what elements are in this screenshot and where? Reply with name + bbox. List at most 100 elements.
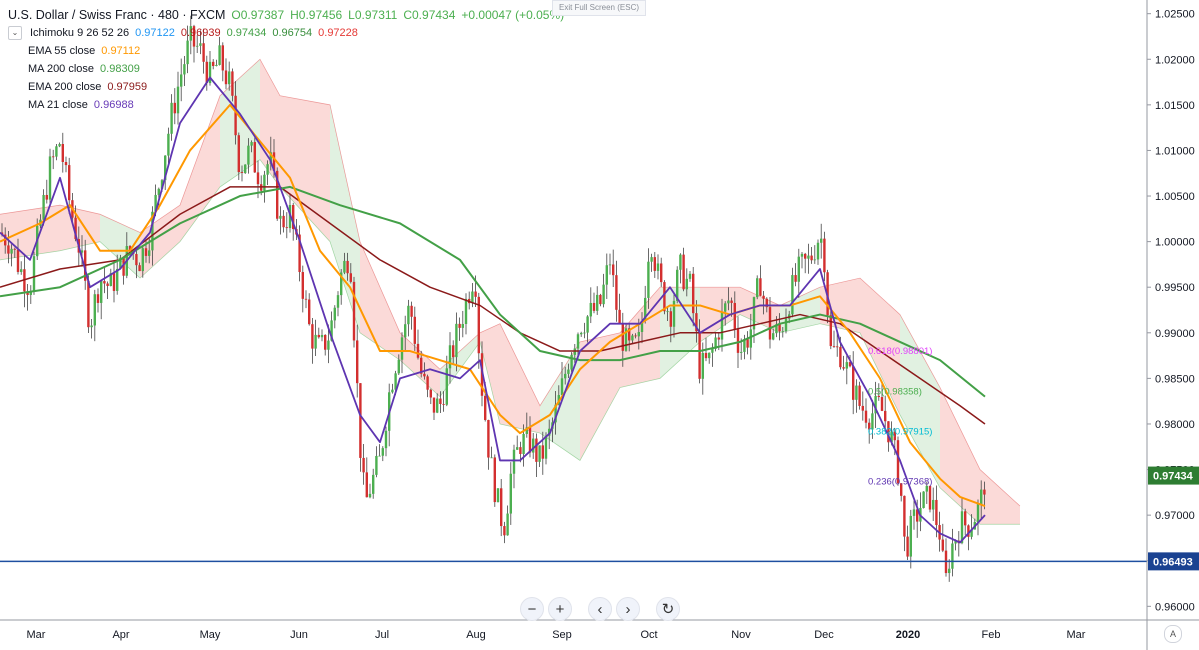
scroll-left-button[interactable]: ‹	[588, 597, 612, 621]
candle-body	[224, 70, 228, 85]
candle-body	[170, 102, 173, 134]
candle-body	[554, 404, 557, 423]
candle-body	[525, 427, 528, 434]
candle-body	[954, 540, 957, 544]
candle-body	[384, 430, 388, 449]
candle-body	[202, 43, 205, 62]
candle-body	[829, 315, 832, 347]
candle-body	[256, 172, 260, 185]
candle-body	[221, 45, 224, 71]
candle-body	[154, 194, 157, 212]
indicator-row[interactable]: ⌄ Ichimoku 9 26 52 26 0.97122 0.96939 0.9743…	[8, 24, 564, 42]
candle-body	[61, 144, 64, 162]
candle-body	[250, 142, 253, 146]
candle-body	[311, 324, 314, 349]
candle-body	[13, 248, 16, 250]
candle-body	[410, 305, 413, 317]
indicator-row[interactable]: EMA 55 close 0.97112	[8, 42, 564, 60]
kumo-segment	[280, 95, 330, 242]
candle-body	[708, 352, 711, 359]
last-price-label: 0.97434	[1153, 471, 1194, 483]
candle-body	[151, 211, 154, 251]
candle-body	[679, 254, 682, 270]
candle-body	[800, 253, 804, 257]
candle-body	[461, 323, 464, 328]
candle-body	[173, 102, 176, 114]
price-tick-label: 1.01500	[1155, 100, 1195, 112]
candle-body	[368, 493, 372, 498]
candle-body	[775, 324, 778, 334]
candle-body	[964, 511, 967, 526]
candle-body	[730, 300, 733, 303]
candle-body	[426, 376, 429, 390]
candle-body	[349, 273, 352, 282]
exit-fullscreen-button[interactable]: Exit Full Screen (ESC)	[552, 0, 646, 16]
candle-body	[532, 438, 535, 453]
candle-body	[615, 275, 618, 310]
kumo-segment	[480, 323, 500, 424]
candle-body	[298, 234, 301, 273]
candle-body	[711, 348, 714, 353]
candle-body	[205, 61, 208, 84]
candle-body	[733, 302, 736, 330]
candle-body	[183, 64, 186, 75]
zoom-in-button[interactable]: +	[548, 597, 572, 621]
candle-body	[64, 161, 68, 166]
candle-body	[340, 272, 343, 296]
candle-body	[397, 359, 400, 374]
candle-body	[576, 334, 580, 349]
candle-body	[842, 367, 845, 369]
candle-body	[724, 303, 727, 312]
indicator-row[interactable]: EMA 200 close 0.97959	[8, 78, 564, 96]
candle-body	[669, 311, 672, 327]
symbol-name: U.S. Dollar / Swiss Franc · 480 · FXCM	[8, 8, 226, 22]
indicator-row[interactable]: MA 200 close 0.98309	[8, 60, 564, 78]
candle-body	[119, 257, 122, 269]
candle-body	[605, 265, 608, 285]
candle-body	[976, 503, 980, 523]
ma21-line	[0, 76, 986, 544]
candle-body	[887, 421, 890, 443]
candle-body	[583, 332, 586, 334]
candle-body	[874, 395, 877, 414]
candle-body	[196, 45, 199, 47]
scroll-right-button[interactable]: ›	[616, 597, 640, 621]
candle-body	[247, 145, 250, 165]
candle-body	[439, 398, 442, 405]
candle-body	[452, 345, 455, 358]
chart-legend: U.S. Dollar / Swiss Franc · 480 · FXCM O…	[8, 6, 564, 114]
indicator-row[interactable]: MA 21 close 0.96988	[8, 96, 564, 114]
candle-body	[87, 280, 90, 328]
reset-chart-button[interactable]: ↻	[656, 597, 680, 621]
auto-scale-button[interactable]: A	[1164, 625, 1182, 643]
candle-body	[74, 217, 77, 240]
zoom-out-button[interactable]: −	[520, 597, 544, 621]
kumo-segment	[220, 59, 260, 187]
time-tick-label: Apr	[112, 629, 129, 641]
candle-body	[138, 265, 141, 272]
candle-body	[810, 255, 813, 261]
candle-body	[285, 227, 288, 229]
time-tick-label: Mar	[1067, 629, 1086, 641]
candle-body	[346, 260, 349, 274]
candle-body	[116, 268, 119, 291]
candle-body	[122, 257, 125, 276]
candle-body	[423, 373, 426, 377]
candle-body	[391, 389, 394, 393]
candle-body	[640, 320, 644, 332]
chevron-down-icon[interactable]: ⌄	[8, 26, 22, 40]
indicator-label: MA 200 close	[28, 63, 95, 75]
candle-body	[218, 45, 221, 65]
candle-body	[400, 337, 404, 360]
candle-body	[848, 362, 852, 367]
candle-body	[448, 345, 452, 369]
candle-body	[106, 283, 109, 287]
candle-body	[407, 305, 410, 325]
candle-body	[26, 291, 29, 295]
candle-body	[372, 474, 375, 494]
candle-body	[864, 410, 868, 423]
candle-body	[352, 281, 356, 341]
candle-body	[292, 205, 295, 230]
